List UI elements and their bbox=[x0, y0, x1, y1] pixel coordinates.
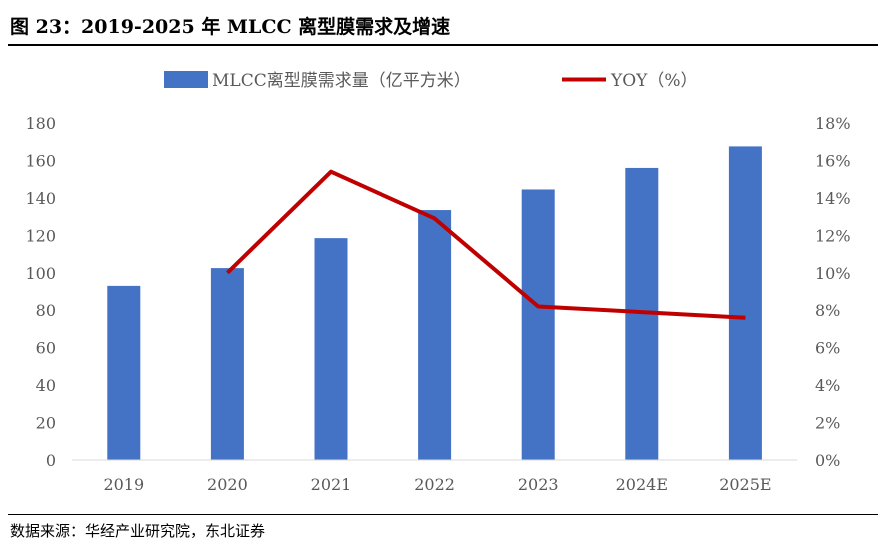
right-tick-label: 4% bbox=[815, 376, 840, 395]
bar-2023 bbox=[521, 189, 555, 461]
left-tick-label: 20 bbox=[36, 414, 56, 433]
source-rule bbox=[8, 514, 878, 515]
title-rule bbox=[8, 44, 878, 46]
left-tick-label: 80 bbox=[36, 301, 56, 320]
left-tick-label: 100 bbox=[25, 264, 56, 283]
legend-line-label: YOY（%） bbox=[610, 71, 698, 91]
yoy-line bbox=[226, 169, 746, 320]
source-note: 数据来源：华经产业研究院，东北证券 bbox=[10, 522, 266, 540]
x-tick-label: 2021 bbox=[311, 475, 352, 494]
bar-2025E bbox=[728, 146, 762, 460]
x-tick-label: 2024E bbox=[616, 475, 668, 494]
right-tick-label: 18% bbox=[815, 114, 851, 133]
bar-2019 bbox=[107, 285, 141, 460]
x-tick-label: 2025E bbox=[719, 475, 771, 494]
left-tick-label: 0 bbox=[46, 451, 56, 470]
right-tick-label: 14% bbox=[815, 189, 851, 208]
right-tick-label: 12% bbox=[815, 226, 851, 245]
figure-title: 图 23：2019-2025 年 MLCC 离型膜需求及增速 bbox=[10, 16, 451, 38]
x-tick-label: 2019 bbox=[103, 475, 144, 494]
right-tick-label: 6% bbox=[815, 339, 840, 358]
right-tick-label: 8% bbox=[815, 301, 840, 320]
right-tick-label: 2% bbox=[815, 414, 840, 433]
legend-bar-label: MLCC离型膜需求量（亿平方米） bbox=[212, 71, 471, 91]
left-tick-label: 60 bbox=[36, 339, 56, 358]
right-tick-label: 0% bbox=[815, 451, 840, 470]
legend-bar-swatch bbox=[164, 71, 208, 88]
left-tick-label: 180 bbox=[25, 114, 56, 133]
right-tick-label: 10% bbox=[815, 264, 851, 283]
bar-2021 bbox=[314, 238, 348, 460]
x-tick-label: 2023 bbox=[518, 475, 559, 494]
left-tick-label: 40 bbox=[36, 376, 56, 395]
x-tick-label: 2022 bbox=[414, 475, 455, 494]
right-tick-label: 16% bbox=[815, 151, 851, 170]
x-tick-label: 2020 bbox=[207, 475, 248, 494]
left-tick-label: 160 bbox=[25, 151, 56, 170]
left-tick-label: 120 bbox=[25, 226, 56, 245]
bar-2020 bbox=[210, 268, 244, 460]
bar-2022 bbox=[418, 210, 452, 460]
left-tick-label: 140 bbox=[25, 189, 56, 208]
